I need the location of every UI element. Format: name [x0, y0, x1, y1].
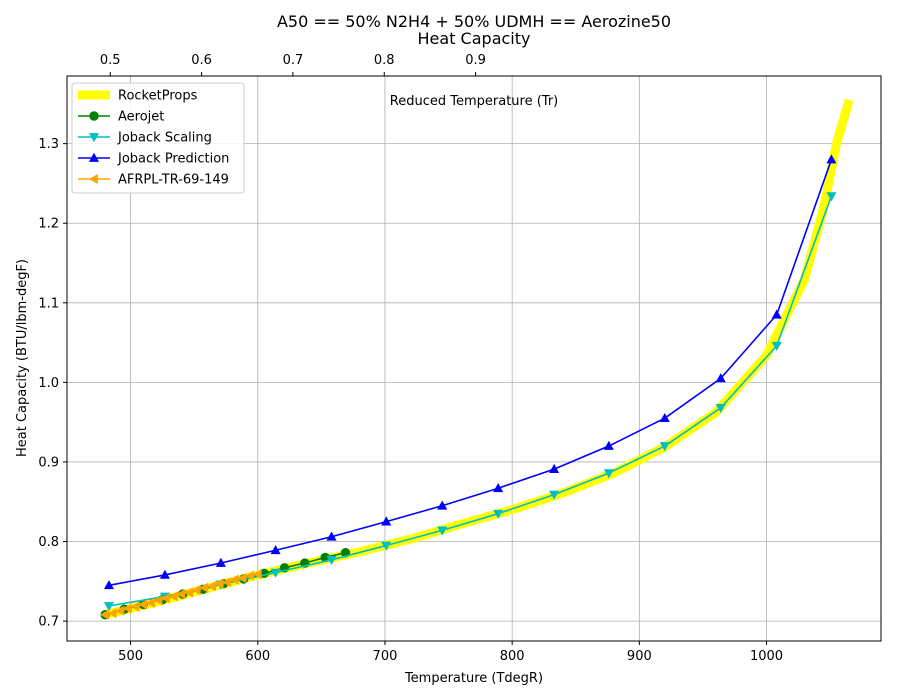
data-point-afrpl-tr-69-149	[252, 569, 262, 580]
legend-label-joback-scaling: Joback Scaling	[117, 131, 212, 146]
data-point-joback-scaling	[381, 541, 392, 551]
data-point-joback-prediction	[159, 569, 170, 579]
legend-item-joback-scaling: Joback Scaling	[78, 131, 212, 146]
data-point-afrpl-tr-69-149	[176, 588, 186, 600]
legend-label-aerojet: Aerojet	[118, 110, 164, 125]
y-tick-label: 0.8	[38, 535, 59, 550]
data-point-joback-scaling	[103, 602, 115, 612]
data-point-afrpl-tr-69-149	[214, 578, 224, 589]
top-tick-label: 0.8	[374, 53, 395, 68]
data-point-afrpl-tr-69-149	[199, 582, 209, 593]
y-axis-label: Heat Capacity (BTU/lbm-degF)	[15, 259, 30, 457]
data-point-afrpl-tr-69-149	[115, 605, 125, 616]
data-point-joback-prediction	[826, 154, 837, 164]
data-point-joback-prediction	[381, 516, 392, 526]
legend-marker-joback-scaling	[88, 133, 100, 143]
data-point-afrpl-tr-69-149	[160, 592, 171, 604]
data-point-afrpl-tr-69-149	[222, 577, 232, 588]
legend-marker-aerojet	[89, 111, 99, 121]
data-point-afrpl-tr-69-149	[191, 585, 201, 596]
data-point-afrpl-tr-69-149	[244, 570, 255, 581]
legend-label-afrpl-tr-69-149: AFRPL-TR-69-149	[118, 173, 229, 188]
chart-title: A50 == 50% N2H4 + 50% UDMH == Aerozine50	[277, 12, 671, 31]
legend-item-aerojet: Aerojet	[78, 110, 164, 125]
x-tick-label: 800	[500, 649, 525, 664]
top-tick-label: 0.5	[100, 53, 121, 68]
legend-marker-afrpl-tr-69-149	[88, 173, 98, 185]
data-point-joback-scaling	[659, 442, 670, 452]
data-point-joback-scaling	[270, 568, 281, 578]
data-point-afrpl-tr-69-149	[183, 587, 193, 598]
legend-item-joback-prediction: Joback Prediction	[78, 152, 229, 167]
data-point-joback-scaling	[826, 192, 837, 202]
top-tick-label: 0.9	[465, 53, 486, 68]
x-tick-label: 1000	[750, 649, 783, 664]
data-point-joback-prediction	[437, 500, 448, 510]
data-point-afrpl-tr-69-149	[145, 597, 155, 608]
legend-label-joback-prediction: Joback Prediction	[117, 152, 229, 167]
legend-label-rocketprops: RocketProps	[118, 89, 198, 104]
data-point-joback-prediction	[771, 309, 782, 319]
data-point-joback-prediction	[659, 412, 670, 423]
x-tick-label: 900	[627, 649, 652, 664]
data-point-afrpl-tr-69-149	[153, 595, 163, 606]
series-joback-prediction	[103, 154, 837, 590]
chart-subtitle: Heat Capacity	[418, 29, 531, 48]
data-point-afrpl-tr-69-149	[237, 573, 247, 584]
top-axis-ticks: 0.5 0.6 0.7 0.8 0.9	[100, 53, 486, 76]
data-point-joback-scaling	[771, 341, 782, 351]
reduced-temperature-annotation: Reduced Temperature (Tr)	[390, 94, 558, 109]
data-point-joback-prediction	[715, 373, 726, 383]
data-point-afrpl-tr-69-149	[130, 601, 140, 612]
x-tick-label: 500	[118, 649, 143, 664]
data-point-joback-prediction	[603, 440, 614, 450]
y-tick-label: 1.0	[38, 376, 59, 391]
data-point-joback-prediction	[215, 557, 226, 567]
y-axis-ticks: 0.7 0.8 0.9 1.0 1.1 1.2 1.3	[38, 137, 67, 630]
series-line-joback-prediction	[108, 158, 833, 587]
data-point-joback-scaling	[437, 526, 448, 536]
top-tick-label: 0.7	[283, 53, 304, 68]
data-point-joback-prediction	[270, 545, 281, 555]
plot-frame	[66, 75, 882, 642]
y-tick-label: 1.1	[38, 296, 59, 311]
y-tick-label: 0.7	[38, 615, 59, 630]
data-point-joback-scaling	[715, 403, 726, 414]
x-axis-label: Temperature (TdegR)	[404, 671, 543, 686]
y-tick-label: 1.2	[38, 217, 59, 232]
x-tick-label: 700	[373, 649, 398, 664]
data-point-joback-prediction	[326, 531, 337, 541]
legend-item-rocketprops: RocketProps	[78, 89, 198, 104]
x-tick-label: 600	[245, 649, 270, 664]
data-point-joback-scaling	[326, 555, 337, 566]
series-afrpl-tr-69-149	[99, 569, 262, 620]
data-point-afrpl-tr-69-149	[138, 599, 148, 610]
legend-frame	[71, 82, 245, 194]
legend-marker-joback-prediction	[88, 152, 100, 162]
data-point-joback-prediction	[549, 463, 560, 473]
x-axis-ticks: 500 600 700 800 900 1000	[118, 641, 783, 664]
data-point-afrpl-tr-69-149	[107, 608, 117, 619]
data-point-joback-prediction	[493, 482, 504, 493]
data-point-afrpl-tr-69-149	[99, 609, 110, 620]
data-point-afrpl-tr-69-149	[229, 574, 239, 585]
y-tick-label: 1.3	[38, 137, 59, 152]
legend: RocketProps Aerojet Joback Scaling Joback P…	[71, 82, 245, 194]
data-point-afrpl-tr-69-149	[206, 581, 216, 592]
data-point-afrpl-tr-69-149	[168, 591, 178, 602]
top-tick-label: 0.6	[191, 53, 212, 68]
data-point-joback-scaling	[603, 469, 614, 479]
data-point-joback-scaling	[549, 490, 560, 500]
data-point-joback-scaling	[493, 509, 504, 519]
legend-item-afrpl-tr-69-149: AFRPL-TR-69-149	[78, 173, 229, 188]
y-tick-label: 0.9	[38, 455, 59, 470]
data-point-afrpl-tr-69-149	[122, 603, 132, 614]
data-point-joback-prediction	[103, 580, 115, 590]
series-layer	[99, 98, 854, 620]
